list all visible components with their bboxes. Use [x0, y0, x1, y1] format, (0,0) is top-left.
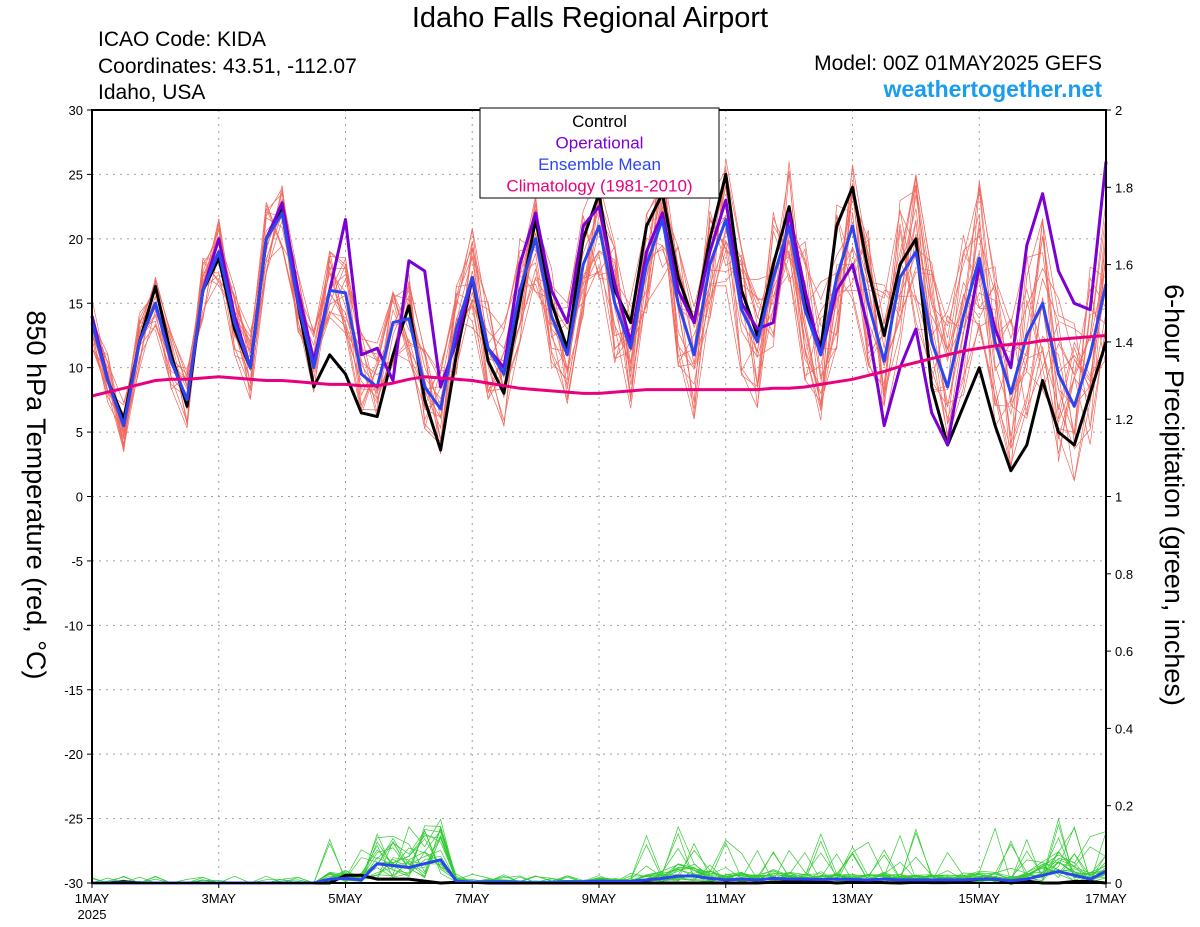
legend-box: [479, 107, 720, 199]
y-tick-label: -5: [71, 554, 83, 569]
x-tick-label: 9MAY: [582, 891, 617, 906]
x-tick-sublabel: 2025: [78, 907, 107, 922]
x-tick-label: 1MAY: [75, 891, 110, 906]
model-run: Model: 00Z 01MAY2025 GEFS: [814, 52, 1102, 75]
y-tick-label: 0: [76, 490, 83, 505]
y-tick-label: 10: [69, 361, 83, 376]
y2-tick-label: 0.2: [1115, 799, 1133, 814]
y-tick-label: -10: [64, 618, 83, 633]
y-tick-label: -15: [64, 683, 83, 698]
y-tick-label: 30: [69, 103, 83, 118]
x-tick-label: 3MAY: [202, 891, 237, 906]
x-tick-label: 7MAY: [455, 891, 490, 906]
y-tick-label: -30: [64, 876, 83, 891]
y-axis-right-title: 6-hour Precipitation (green, inches): [1159, 284, 1189, 706]
y2-tick-label: 0.4: [1115, 721, 1133, 736]
site-name: weathertogether.net: [883, 76, 1102, 102]
y-tick-label: 25: [69, 167, 83, 182]
coordinates: Coordinates: 43.51, -112.07: [98, 55, 357, 78]
y-tick-label: 15: [69, 296, 83, 311]
x-tick-label: 5MAY: [328, 891, 363, 906]
y-tick-label: -25: [64, 812, 83, 827]
temp-member-line: [91, 168, 1107, 469]
y-axis-left-title: 850 hPa Temperature (red, °C): [21, 311, 51, 680]
legend-entry-climatology-1981-2010: Climatology (1981-2010): [506, 177, 692, 196]
series-temp-climatology-1981-2010: [91, 334, 1107, 398]
y2-tick-label: 0.6: [1115, 644, 1133, 659]
x-tick-label: 11MAY: [705, 891, 746, 906]
legend-entry-ensemble-mean: Ensemble Mean: [538, 155, 661, 174]
x-tick-label: 17MAY: [1085, 891, 1127, 906]
y2-tick-label: 0: [1115, 876, 1122, 891]
y2-tick-label: 1: [1115, 490, 1122, 505]
icao-code: ICAO Code: KIDA: [98, 28, 267, 51]
legend-entry-control: Control: [572, 112, 627, 131]
y2-tick-label: 1.2: [1115, 412, 1133, 427]
y2-tick-label: 2: [1115, 103, 1122, 118]
legend-entry-operational: Operational: [556, 134, 644, 153]
x-tick-label: 13MAY: [832, 891, 874, 906]
y-tick-label: -20: [64, 747, 83, 762]
y2-tick-label: 0.8: [1115, 567, 1133, 582]
y2-tick-label: 1.6: [1115, 258, 1133, 273]
y-tick-label: 5: [76, 425, 83, 440]
region: Idaho, USA: [98, 81, 206, 104]
chart-title: Idaho Falls Regional Airport: [411, 2, 769, 34]
x-tick-label: 15MAY: [958, 891, 1000, 906]
main-series: [90, 161, 1108, 885]
y-tick-label: 20: [69, 232, 83, 247]
legend: Control Operational Ensemble Mean Climatolo…: [479, 107, 720, 199]
y2-tick-label: 1.4: [1115, 335, 1133, 350]
y2-tick-label: 1.8: [1115, 180, 1133, 195]
